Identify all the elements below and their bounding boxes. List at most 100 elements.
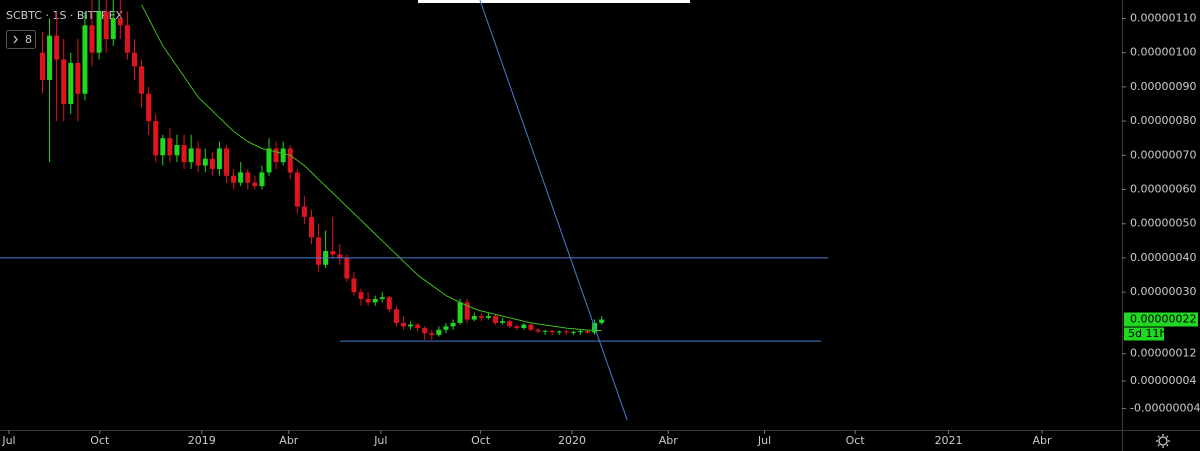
- candle-body: [393, 309, 399, 323]
- candle-body: [146, 93, 152, 122]
- candle-body: [153, 121, 159, 156]
- candle-body: [273, 148, 279, 163]
- candle-body: [259, 172, 265, 187]
- candle-body: [358, 292, 364, 299]
- moving-average: [141, 4, 602, 331]
- candle-body: [450, 322, 456, 327]
- last-price-badge: [1124, 312, 1198, 327]
- candle-body: [294, 172, 300, 207]
- candle-body: [139, 66, 145, 94]
- candle-body: [266, 148, 272, 173]
- candle-body: [485, 316, 491, 318]
- candle-body: [400, 322, 406, 327]
- candle-body: [514, 326, 520, 329]
- countdown-badge: [1124, 327, 1164, 341]
- candle-body: [167, 138, 173, 156]
- candle-body: [379, 297, 385, 299]
- candle-body: [287, 148, 293, 173]
- candle-body: [89, 25, 95, 53]
- settings-icon[interactable]: [1156, 434, 1170, 448]
- candle-body: [422, 328, 428, 334]
- candle-body: [96, 11, 102, 53]
- candle-body: [202, 158, 208, 166]
- candle-body: [61, 59, 67, 104]
- candle-body: [408, 324, 414, 327]
- candle-body: [181, 145, 187, 163]
- y-tick-label: 0.00000030: [1130, 285, 1196, 298]
- x-tick-label: Abr: [279, 434, 299, 447]
- indicator-toggle[interactable]: [6, 30, 36, 49]
- candle-body: [103, 11, 109, 39]
- y-tick-label: 0.00000040: [1130, 251, 1196, 264]
- candle-body: [372, 298, 378, 303]
- candle-body: [216, 148, 222, 169]
- candle-body: [351, 278, 357, 293]
- candle-body: [478, 316, 484, 318]
- candle-body: [195, 148, 201, 166]
- candle-body: [570, 331, 576, 333]
- candle-body: [124, 25, 130, 53]
- gear: [1158, 436, 1168, 446]
- candle-body: [209, 158, 215, 169]
- candle-body: [75, 62, 81, 94]
- candle-body: [188, 148, 194, 163]
- candle-body: [556, 331, 562, 333]
- candle-body: [330, 251, 336, 255]
- countdown: 5d 11h: [1128, 327, 1166, 340]
- candle-body: [54, 35, 60, 60]
- candle-body: [429, 333, 435, 335]
- candle-body: [386, 297, 392, 310]
- toolbar-edge: [418, 0, 690, 3]
- candle-body: [542, 330, 548, 332]
- candle-body: [549, 330, 555, 333]
- candle-body: [563, 331, 569, 333]
- x-tick-label: Abr: [1032, 434, 1052, 447]
- y-tick-label: 0.00000060: [1130, 183, 1196, 196]
- trend-line: [479, 0, 628, 421]
- x-tick-label: Jul: [757, 434, 771, 447]
- gear-teeth: [1156, 434, 1170, 448]
- x-tick-label: Jul: [1, 434, 15, 447]
- candle-body: [110, 18, 116, 39]
- x-tick-label: Oct: [471, 434, 491, 447]
- candle-body: [337, 254, 343, 258]
- last-price-label: 0.00000022: [1130, 313, 1196, 326]
- candle-body: [443, 326, 449, 330]
- candle-body: [507, 321, 513, 327]
- y-tick-label: 0.00000080: [1130, 114, 1196, 127]
- y-tick-label: 0.00000050: [1130, 217, 1196, 230]
- candle-body: [231, 175, 237, 183]
- candle-body: [585, 331, 591, 333]
- candle-body: [280, 148, 286, 163]
- candle-body: [599, 319, 605, 323]
- candle-body: [528, 324, 534, 330]
- candle-body: [436, 329, 442, 335]
- x-tick-label: Jul: [373, 434, 387, 447]
- candle-body: [160, 138, 166, 156]
- x-tick-label: 2021: [935, 434, 963, 447]
- plot-area: [0, 0, 829, 421]
- candle-body: [117, 18, 123, 26]
- candle-body: [47, 35, 53, 81]
- y-tick-label: -0.00000004: [1130, 401, 1200, 414]
- indicator-count: 8: [25, 33, 32, 46]
- y-tick-label: 0.00000110: [1130, 11, 1196, 24]
- candle-body: [82, 25, 88, 94]
- candle-body: [365, 298, 371, 303]
- candle-body: [471, 316, 477, 320]
- symbol-title: SCBTC · 1S · BITTREX: [6, 9, 124, 22]
- candle-body: [535, 329, 541, 332]
- candle-body: [245, 172, 251, 183]
- x-tick-label: Oct: [846, 434, 866, 447]
- candle-body: [224, 148, 230, 176]
- candle-body: [344, 257, 350, 279]
- candle-body: [39, 52, 45, 81]
- candle-body: [301, 206, 307, 217]
- candle-body: [238, 172, 244, 183]
- candle-body: [457, 302, 463, 323]
- x-tick-label: 2020: [558, 434, 586, 447]
- candle-body: [68, 62, 74, 104]
- y-tick-label: 0.00000100: [1130, 46, 1196, 59]
